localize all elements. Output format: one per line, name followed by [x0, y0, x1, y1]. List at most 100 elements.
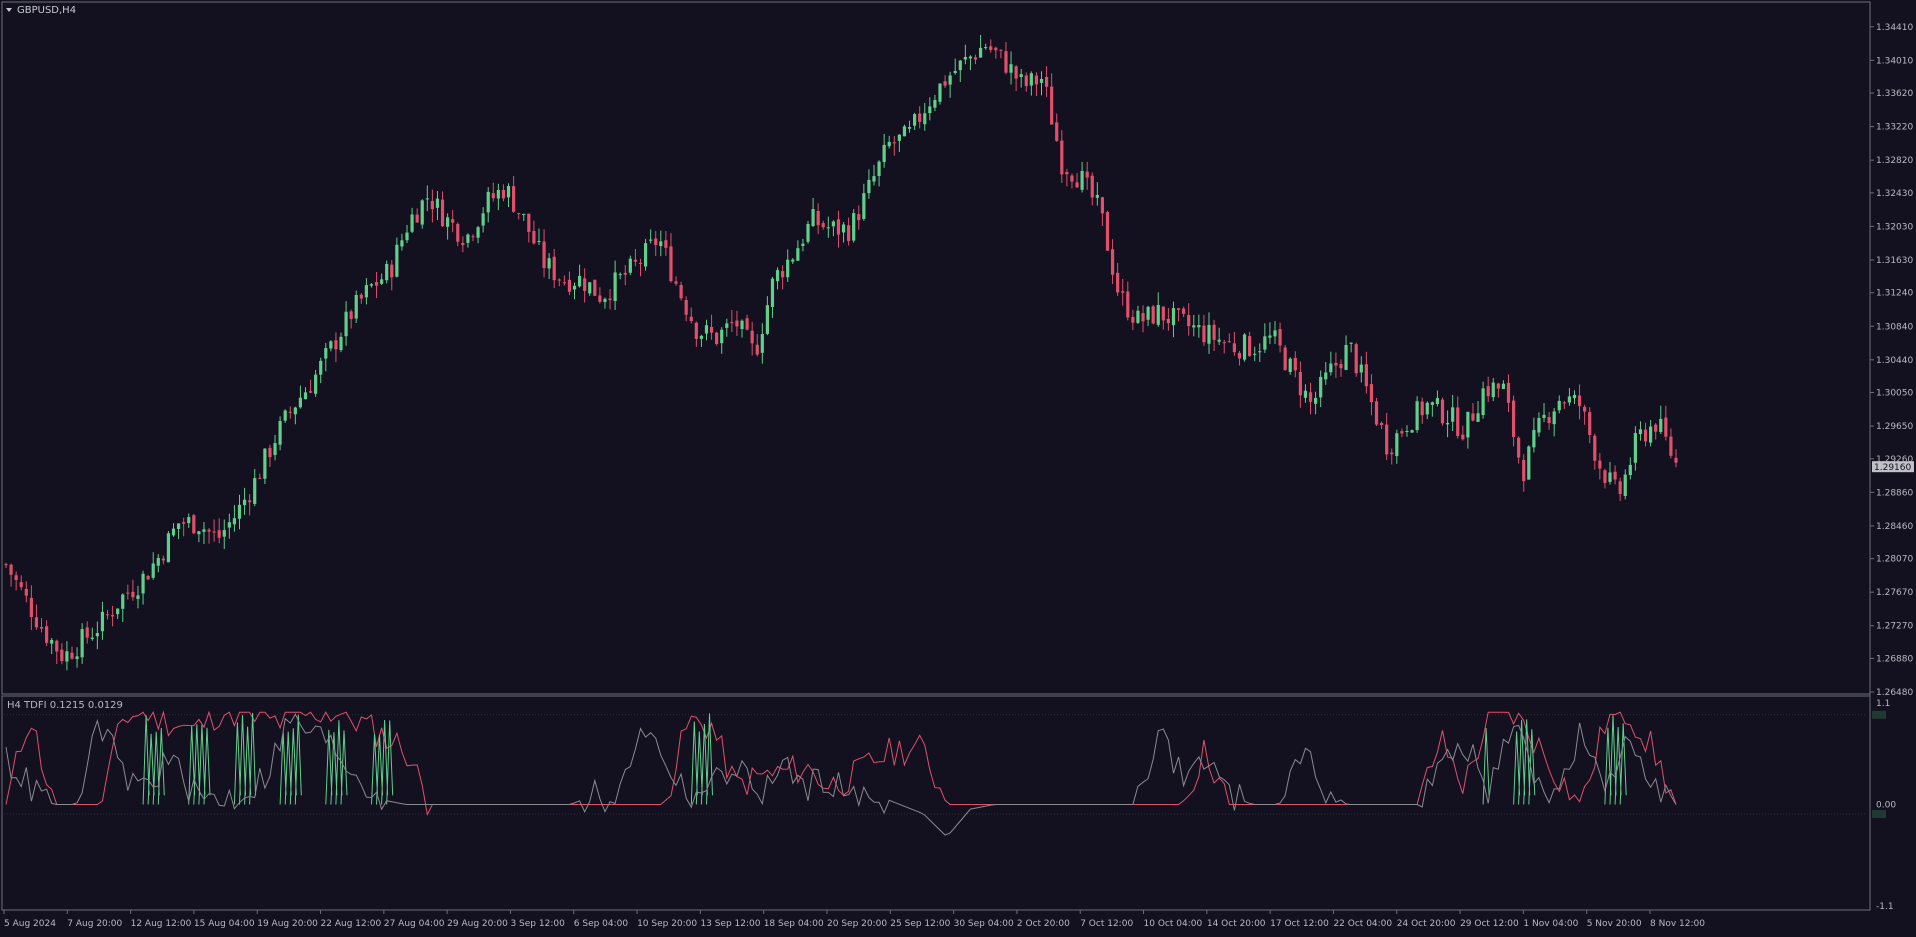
- candle-body: [19, 582, 23, 588]
- candle-body: [1019, 74, 1023, 77]
- candle-body: [933, 99, 937, 108]
- candle-body: [857, 214, 861, 221]
- candle-body: [1542, 414, 1546, 418]
- time-tick-label: 29 Aug 20:00: [447, 919, 508, 929]
- candle-body: [491, 193, 495, 199]
- candle-body: [577, 275, 582, 287]
- candle-body: [1522, 459, 1526, 482]
- candle-body: [608, 298, 612, 301]
- candle-body: [121, 594, 125, 609]
- candle-body: [1562, 402, 1566, 404]
- candle-body: [60, 649, 64, 662]
- candle-body: [207, 529, 211, 532]
- candle-body: [1588, 412, 1592, 435]
- candle-body: [1278, 329, 1282, 346]
- candle-body: [852, 213, 856, 241]
- candle-body: [775, 270, 780, 282]
- candle-body: [984, 47, 988, 49]
- candle-body: [999, 49, 1003, 51]
- candle-body: [973, 57, 978, 60]
- candle-body: [1537, 417, 1541, 433]
- indicator-label: H4 TDFI 0.1215 0.0129: [7, 700, 123, 711]
- candle-body: [791, 259, 795, 262]
- price-tick-label: 1.34010: [1876, 56, 1913, 66]
- price-axis: 1.34410 1.34010 1.33620 1.33220 1.32820 1.324…: [1870, 23, 1913, 698]
- candle-body: [329, 341, 333, 349]
- candle-body: [720, 329, 724, 344]
- candle-body: [85, 627, 89, 638]
- candle-body: [197, 531, 201, 535]
- candle-body: [547, 258, 551, 269]
- candle-body: [796, 248, 800, 261]
- candle-body: [1623, 474, 1627, 496]
- candle-body: [1100, 197, 1105, 214]
- candle-body: [1314, 397, 1318, 404]
- price-tick-label: 1.29260: [1876, 455, 1913, 465]
- candle-body: [745, 318, 749, 330]
- candle-body: [1248, 336, 1252, 356]
- candle-body: [1451, 407, 1455, 422]
- candle-body: [511, 186, 516, 212]
- candle-body: [1298, 372, 1302, 396]
- candle-body: [126, 592, 130, 594]
- candle-body: [841, 224, 846, 233]
- candle-body: [522, 213, 526, 215]
- candle-body: [349, 311, 353, 320]
- candle-body: [166, 533, 171, 563]
- candle-body: [90, 637, 94, 639]
- candle-body: [283, 410, 287, 421]
- candle-body: [750, 330, 754, 344]
- candle-body: [182, 522, 186, 524]
- candle-body: [659, 241, 663, 247]
- time-tick-label: 2 Oct 20:00: [1017, 919, 1070, 929]
- time-tick-label: 7 Aug 20:00: [67, 919, 122, 929]
- candle-body: [1116, 272, 1120, 293]
- candle-body: [1075, 182, 1079, 188]
- candle-body: [562, 282, 566, 284]
- candle-body: [1227, 341, 1231, 343]
- candle-body: [1567, 396, 1572, 403]
- candle-body: [770, 278, 775, 307]
- candle-body: [263, 448, 267, 479]
- candle-body: [440, 199, 445, 227]
- candle-body: [1060, 140, 1064, 175]
- candle-body: [1608, 472, 1612, 482]
- candle-body: [14, 575, 18, 580]
- candle-body: [1207, 324, 1211, 344]
- candle-body: [1070, 175, 1074, 182]
- time-tick-label: 12 Aug 12:00: [131, 919, 192, 929]
- candle-body: [613, 272, 617, 302]
- time-tick-label: 24 Oct 20:00: [1397, 919, 1456, 929]
- candle-body: [380, 279, 384, 284]
- candle-body: [24, 588, 28, 596]
- time-tick-label: 20 Sep 20:00: [827, 919, 887, 929]
- candle-body: [1232, 343, 1236, 353]
- candle-body: [1501, 383, 1506, 389]
- price-tick-label: 1.33620: [1876, 89, 1913, 99]
- candle-body: [760, 334, 764, 353]
- indicator-pane-frame: [1, 695, 1871, 911]
- candle-body: [603, 298, 607, 303]
- candle-body: [192, 515, 196, 534]
- candle-body: [994, 47, 998, 51]
- candle-body: [1430, 402, 1434, 405]
- candle-body: [222, 530, 226, 537]
- candle-body: [1242, 334, 1247, 360]
- time-tick-label: 29 Oct 12:00: [1460, 919, 1519, 929]
- chevron-down-icon[interactable]: [6, 8, 12, 12]
- candle-body: [633, 259, 638, 262]
- candle-body: [1364, 364, 1368, 387]
- candle-body: [664, 240, 668, 248]
- candle-body: [1344, 344, 1348, 370]
- symbol-title: GBPUSD,H4: [17, 5, 76, 16]
- candle-body: [171, 528, 176, 536]
- candle-body: [1481, 388, 1485, 416]
- time-tick-label: 13 Sep 12:00: [700, 919, 760, 929]
- candle-body: [801, 243, 805, 246]
- candle-body: [1293, 357, 1297, 371]
- candle-body: [1471, 413, 1475, 421]
- candle-body: [1121, 291, 1125, 293]
- candle-body: [1603, 470, 1607, 483]
- candle-body: [1527, 446, 1531, 480]
